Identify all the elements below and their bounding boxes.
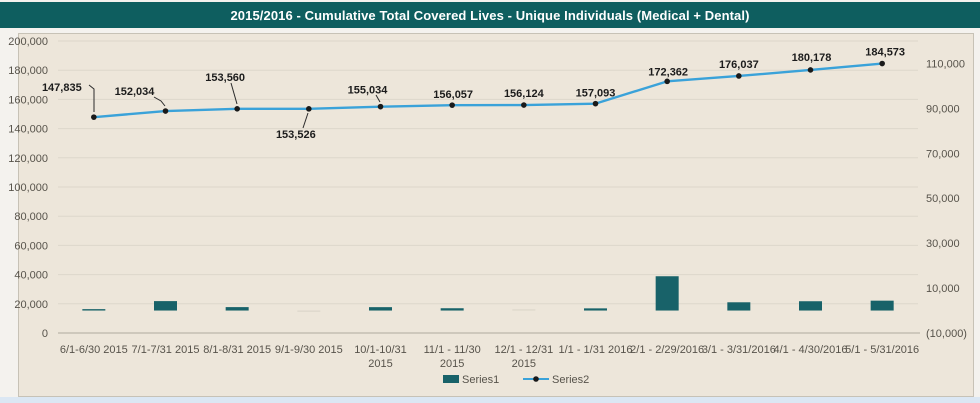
data-label[interactable]: 156,057 xyxy=(433,89,473,101)
legend-series2-label[interactable]: Series2 xyxy=(552,374,589,386)
right-axis-tick-label[interactable]: (10,000) xyxy=(926,328,967,340)
label-leader-line xyxy=(302,112,309,129)
bar[interactable] xyxy=(440,308,464,311)
data-label[interactable]: 153,526 xyxy=(276,129,316,141)
bar[interactable] xyxy=(870,300,894,311)
left-axis-tick-label[interactable]: 0 xyxy=(42,328,48,340)
data-label[interactable]: 176,037 xyxy=(719,59,759,71)
data-point-marker[interactable] xyxy=(521,102,527,108)
bar[interactable] xyxy=(225,307,249,311)
x-axis-category-label[interactable]: 7/1-7/31 2015 xyxy=(132,344,200,356)
line-series-series2[interactable] xyxy=(93,62,883,119)
label-leader-line xyxy=(230,82,238,105)
left-axis-tick-label[interactable]: 140,000 xyxy=(8,124,48,136)
data-point-marker[interactable] xyxy=(91,114,97,120)
x-axis-category-label[interactable]: 2/1 - 2/29/2016 xyxy=(630,344,704,356)
left-axis-tick-label[interactable]: 40,000 xyxy=(14,270,48,282)
data-label[interactable]: 152,034 xyxy=(115,86,156,98)
data-label[interactable]: 180,178 xyxy=(792,52,832,64)
data-point-marker[interactable] xyxy=(879,60,885,67)
data-label[interactable]: 157,093 xyxy=(576,88,616,100)
label-leader-line xyxy=(88,84,95,112)
x-axis-category-label[interactable]: 2015 xyxy=(440,358,464,370)
bar[interactable] xyxy=(655,276,679,311)
left-axis-tick-label[interactable]: 60,000 xyxy=(14,240,48,252)
x-axis-category-label[interactable]: 5/1 - 5/31/2016 xyxy=(845,344,919,356)
bar[interactable] xyxy=(154,301,177,311)
data-point-marker[interactable] xyxy=(162,108,169,114)
chart-area[interactable] xyxy=(18,33,974,397)
x-axis-category-label[interactable]: 12/1 - 12/31 xyxy=(494,344,553,356)
legend-series1-swatch[interactable] xyxy=(443,375,459,383)
x-axis-category-label[interactable]: 4/1 - 4/30/2016 xyxy=(773,344,847,356)
right-axis-tick-label[interactable]: 30,000 xyxy=(926,238,960,250)
data-label[interactable]: 184,573 xyxy=(865,47,905,59)
right-axis-tick-label[interactable]: 50,000 xyxy=(926,193,960,205)
legend[interactable]: Series1 Series2 xyxy=(443,374,589,386)
chart-title-bar[interactable]: 2015/2016 - Cumulative Total Covered Liv… xyxy=(0,2,980,28)
left-axis-tick-label[interactable]: 200,000 xyxy=(8,36,48,48)
bar[interactable] xyxy=(369,307,392,311)
bar[interactable] xyxy=(82,309,106,311)
left-axis-tick-label[interactable]: 180,000 xyxy=(8,65,48,77)
legend-series1-label[interactable]: Series1 xyxy=(462,374,499,386)
right-axis-tick-label[interactable]: 110,000 xyxy=(926,58,965,70)
bar[interactable] xyxy=(512,309,536,311)
x-axis-category-label[interactable]: 10/1-10/31 xyxy=(354,344,407,356)
label-leader-line xyxy=(153,96,166,107)
x-axis-category-label[interactable]: 3/1 - 3/31/2016 xyxy=(702,344,776,356)
bar-series-series1[interactable] xyxy=(82,276,894,312)
page-bottom-strip xyxy=(0,397,980,403)
data-point-marker[interactable] xyxy=(234,106,240,112)
x-axis-category-label[interactable]: 2015 xyxy=(368,358,392,370)
x-axis-category-label[interactable]: 2015 xyxy=(512,358,536,370)
right-axis-tick-label[interactable]: 10,000 xyxy=(926,283,960,295)
legend-series2-marker xyxy=(533,376,539,382)
x-axis-category-label[interactable]: 11/1 - 11/30 xyxy=(424,344,481,356)
data-point-marker[interactable] xyxy=(664,78,670,85)
data-point-marker[interactable] xyxy=(306,106,312,112)
x-axis-category-label[interactable]: 1/1 - 1/31 2016 xyxy=(558,344,632,356)
x-axis[interactable]: 6/1-6/30 2015 7/1-7/31 2015 8/1-8/31 2015 9… xyxy=(60,344,919,370)
data-label[interactable]: 153,560 xyxy=(205,72,245,84)
data-point-marker[interactable] xyxy=(449,102,455,108)
chart-title-text: 2015/2016 - Cumulative Total Covered Liv… xyxy=(230,7,750,23)
left-axis-tick-label[interactable]: 100,000 xyxy=(8,182,48,194)
left-axis-tick-label[interactable]: 160,000 xyxy=(8,94,48,106)
left-axis-tick-label[interactable]: 120,000 xyxy=(8,153,48,165)
data-label[interactable]: 156,124 xyxy=(504,88,545,100)
data-label[interactable]: 147,835 xyxy=(42,82,82,94)
data-point-marker[interactable] xyxy=(377,103,384,110)
left-axis-tick-label[interactable]: 20,000 xyxy=(14,299,48,311)
bar[interactable] xyxy=(584,308,607,311)
data-label[interactable]: 155,034 xyxy=(348,85,389,97)
data-label[interactable]: 172,362 xyxy=(648,66,688,78)
x-axis-category-label[interactable]: 8/1-8/31 2015 xyxy=(203,344,271,356)
right-axis-tick-label[interactable]: 70,000 xyxy=(926,148,960,160)
label-leader-line xyxy=(375,94,381,103)
left-axis[interactable]: 200,000 180,000 160,000 140,000 120,000 100,0… xyxy=(8,36,48,340)
left-axis-tick-label[interactable]: 80,000 xyxy=(14,211,48,223)
bar[interactable] xyxy=(727,302,751,311)
right-axis[interactable]: 110,000 90,000 70,000 50,000 30,000 10,000 (10… xyxy=(926,58,967,340)
bar[interactable] xyxy=(799,301,822,311)
data-point-marker[interactable] xyxy=(592,100,599,107)
data-point-marker[interactable] xyxy=(736,73,742,79)
right-axis-tick-label[interactable]: 90,000 xyxy=(926,103,960,115)
bar[interactable] xyxy=(297,310,321,312)
x-axis-category-label[interactable]: 6/1-6/30 2015 xyxy=(60,344,128,356)
x-axis-category-label[interactable]: 9/1-9/30 2015 xyxy=(275,344,343,356)
data-point-marker[interactable] xyxy=(807,67,814,73)
